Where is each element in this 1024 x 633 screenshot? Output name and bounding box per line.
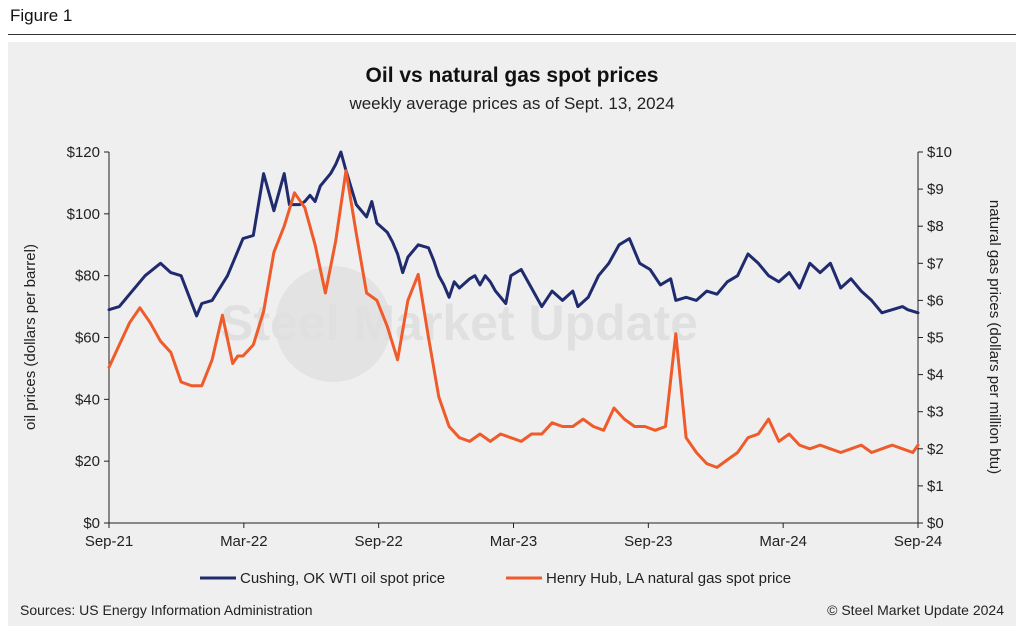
series-line-gas	[107, 169, 920, 469]
copyright-note: © Steel Market Update 2024	[827, 602, 1004, 618]
y-tick-label-right: $8	[927, 218, 944, 235]
x-axis-ticks: Sep-21 Mar-22 Sep-22 Mar-23 Sep-23 Mar-24 Sep-…	[85, 523, 942, 550]
y-tick-label-left: $40	[75, 391, 100, 408]
y-tick-label-right: $9	[927, 181, 944, 198]
y-tick-label-right: $1	[927, 478, 944, 495]
y-axis-left-title: oil prices (dollars per barrel)	[22, 244, 39, 430]
y-tick-label-right: $7	[927, 255, 944, 272]
y-tick-label-right: $5	[927, 330, 944, 347]
y-axis-right-ticks: $0 $1 $2 $3 $4 $5 $6 $7 $8 $9 $10	[918, 144, 952, 532]
y-tick-label-right: $10	[927, 144, 952, 161]
x-tick-label: Mar-23	[490, 533, 538, 550]
watermark-logo	[275, 266, 391, 382]
y-axis-right-title: natural gas prices (dollars per million …	[986, 200, 1003, 474]
chart: Steel Market Update Oil vs natural gas s…	[22, 64, 1003, 587]
watermark: Steel Market Update	[220, 266, 698, 382]
x-tick-label: Mar-24	[759, 533, 807, 550]
x-tick-label: Sep-23	[624, 533, 672, 550]
y-axis-left-ticks: $0 $20 $40 $60 $80 $100 $120	[67, 144, 109, 532]
y-tick-label-left: $20	[75, 453, 100, 470]
y-tick-label-left: $80	[75, 268, 100, 285]
chart-subtitle: weekly average prices as of Sept. 13, 20…	[348, 94, 674, 113]
y-tick-label-right: $6	[927, 292, 944, 309]
chart-panel: Steel Market Update Oil vs natural gas s…	[8, 42, 1016, 626]
y-tick-label-left: $0	[83, 515, 100, 532]
source-note: Sources: US Energy Information Administr…	[20, 602, 313, 618]
x-tick-label: Sep-24	[894, 533, 942, 550]
y-tick-label-left: $100	[67, 206, 100, 223]
y-tick-label-right: $0	[927, 515, 944, 532]
x-tick-label: Sep-21	[85, 533, 133, 550]
y-tick-label-left: $120	[67, 144, 100, 161]
chart-title: Oil vs natural gas spot prices	[366, 64, 659, 87]
series-line-oil	[107, 150, 920, 318]
x-tick-label: Mar-22	[220, 533, 268, 550]
y-tick-label-right: $4	[927, 367, 944, 384]
y-tick-label-right: $3	[927, 404, 944, 421]
figure-divider	[8, 34, 1016, 35]
y-tick-label-right: $2	[927, 441, 944, 458]
legend-label-oil: Cushing, OK WTI oil spot price	[240, 570, 445, 587]
x-tick-label: Sep-22	[354, 533, 402, 550]
watermark-text: Steel Market Update	[220, 295, 698, 351]
figure-label: Figure 1	[10, 6, 73, 25]
legend: Cushing, OK WTI oil spot price Henry Hub…	[200, 570, 791, 587]
legend-label-gas: Henry Hub, LA natural gas spot price	[546, 570, 791, 587]
y-tick-label-left: $60	[75, 330, 100, 347]
